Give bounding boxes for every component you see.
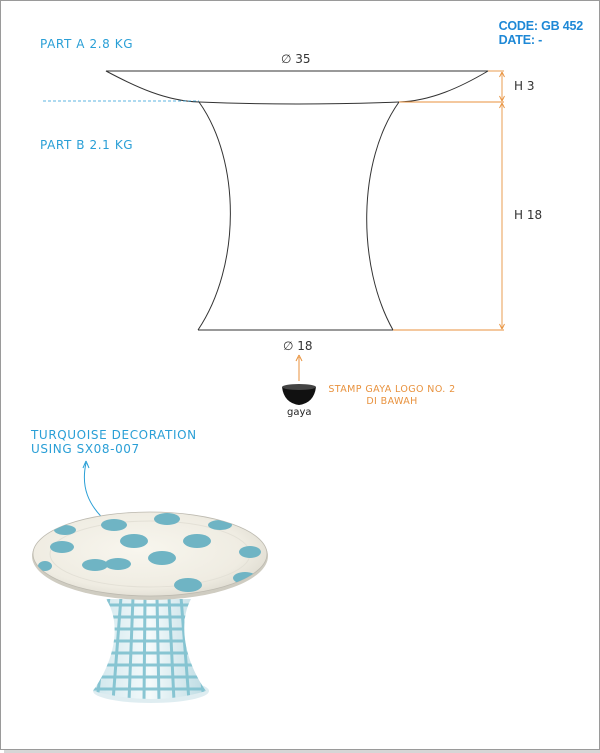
gaya-logo-text: gaya [287,407,312,418]
plate-height-label: H 3 [514,79,535,93]
height-dimension-lines [393,70,505,331]
decoration-pointer-arrow [82,460,110,525]
product-render [32,511,268,703]
part-b-pedestal-outline [197,101,400,331]
gaya-bowl-logo [282,384,316,405]
bottom-diameter-label: ∅ 18 [283,339,313,353]
code-block: CODE: GB 452 DATE: - [498,19,584,47]
decoration-note-line1: TURQUOISE DECORATION [31,428,197,442]
stamp-arrow [295,354,303,381]
part-b-weight-label: PART B 2.1 KG [40,138,134,152]
product-code: CODE: GB 452 [498,19,584,33]
date-label: DATE: - [498,33,543,47]
stamp-note-line2: DI BAWAH [366,396,418,407]
decoration-note-line2: USING SX08-007 [31,442,140,456]
stamp-note-line1: STAMP GAYA LOGO NO. 2 [328,384,456,395]
top-diameter-label: ∅ 35 [281,52,311,66]
part-a-weight-label: PART A 2.8 KG [40,37,134,51]
part-a-plate-outline [105,70,490,105]
stamp-note: STAMP GAYA LOGO NO. 2 DI BAWAH [319,384,465,408]
decoration-note: TURQUOISE DECORATION USING SX08-007 [31,428,197,456]
base-height-label: H 18 [514,208,543,222]
